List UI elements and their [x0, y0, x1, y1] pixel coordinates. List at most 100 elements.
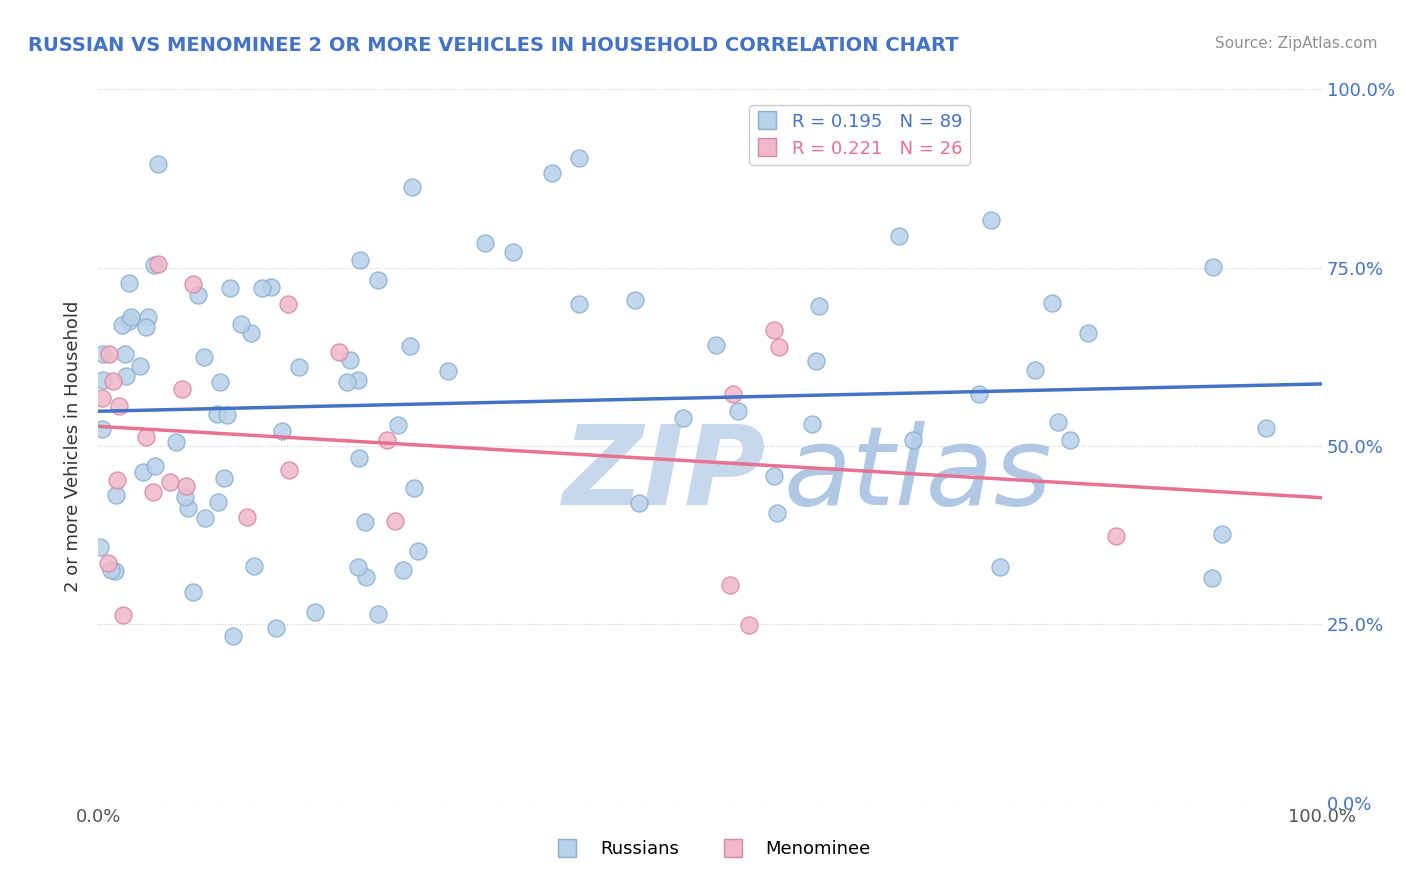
Point [540, 166, 562, 180]
Point [271, 424, 294, 438]
Point [236, 509, 259, 524]
Point [721, 387, 744, 401]
Point [193, 350, 215, 364]
Point [349, 252, 371, 267]
Point [242, 558, 264, 573]
Point [97, 347, 120, 361]
Point [208, 375, 231, 389]
Point [1024, 363, 1046, 377]
Point [1201, 572, 1223, 586]
Point [177, 500, 200, 515]
Point [738, 618, 761, 632]
Point [328, 345, 350, 359]
Point [218, 280, 240, 294]
Text: RUSSIAN VS MENOMINEE 2 OR MORE VEHICLES IN HOUSEHOLD CORRELATION CHART: RUSSIAN VS MENOMINEE 2 OR MORE VEHICLES … [28, 36, 959, 54]
Point [627, 496, 650, 510]
Point [250, 280, 273, 294]
Point [205, 407, 228, 421]
Point [727, 404, 749, 418]
Point [624, 293, 647, 307]
Point [1040, 295, 1063, 310]
Point [215, 409, 238, 423]
Point [260, 279, 283, 293]
Text: Source: ZipAtlas.com: Source: ZipAtlas.com [1215, 36, 1378, 51]
Point [762, 323, 785, 337]
Point [336, 375, 359, 389]
Point [1059, 434, 1081, 448]
Y-axis label: 2 or more Vehicles in Household: 2 or more Vehicles in Household [65, 301, 83, 591]
Point [808, 298, 831, 312]
Point [112, 607, 135, 622]
Point [105, 488, 128, 502]
Point [288, 359, 311, 374]
Point [222, 629, 245, 643]
Point [145, 459, 167, 474]
Point [387, 417, 409, 432]
Point [264, 621, 287, 635]
Point [118, 276, 141, 290]
Point [346, 373, 368, 387]
Point [187, 287, 209, 301]
Point [131, 466, 153, 480]
Point [172, 382, 194, 396]
Point [1211, 526, 1233, 541]
Point [1105, 529, 1128, 543]
Point [718, 578, 741, 592]
Point [367, 273, 389, 287]
Point [207, 495, 229, 509]
Point [277, 297, 299, 311]
Point [402, 481, 425, 495]
Point [181, 277, 204, 291]
Point [120, 310, 142, 325]
Point [349, 451, 371, 466]
Point [212, 471, 235, 485]
Point [148, 157, 170, 171]
Point [159, 475, 181, 489]
Point [354, 515, 377, 529]
Point [115, 368, 138, 383]
Point [398, 338, 420, 352]
Point [765, 506, 787, 520]
Point [384, 514, 406, 528]
Point [1077, 326, 1099, 340]
Point [347, 559, 370, 574]
Text: atlas: atlas [783, 421, 1052, 528]
Point [91, 347, 114, 361]
Point [763, 469, 786, 483]
Point [474, 235, 496, 250]
Point [568, 296, 591, 310]
Point [103, 374, 125, 388]
Point [100, 563, 122, 577]
Point [889, 228, 911, 243]
Point [704, 337, 727, 351]
Point [804, 353, 827, 368]
Point [91, 372, 114, 386]
Point [990, 560, 1012, 574]
Point [367, 607, 389, 622]
Text: ZIP: ZIP [564, 421, 766, 528]
Point [136, 310, 159, 325]
Point [114, 346, 136, 360]
Point [304, 605, 326, 619]
Legend: Russians, Menominee: Russians, Menominee [543, 833, 877, 865]
Point [1202, 260, 1225, 275]
Point [354, 570, 377, 584]
Point [91, 422, 114, 436]
Point [142, 485, 165, 500]
Point [135, 320, 157, 334]
Point [502, 244, 524, 259]
Point [903, 433, 925, 447]
Point [672, 411, 695, 425]
Point [105, 473, 128, 487]
Point [97, 556, 120, 570]
Point [240, 326, 263, 341]
Point [118, 314, 141, 328]
Point [1256, 421, 1278, 435]
Point [406, 543, 429, 558]
Point [768, 341, 790, 355]
Point [104, 565, 127, 579]
Point [401, 180, 423, 194]
Point [143, 258, 166, 272]
Point [231, 317, 253, 331]
Point [194, 511, 217, 525]
